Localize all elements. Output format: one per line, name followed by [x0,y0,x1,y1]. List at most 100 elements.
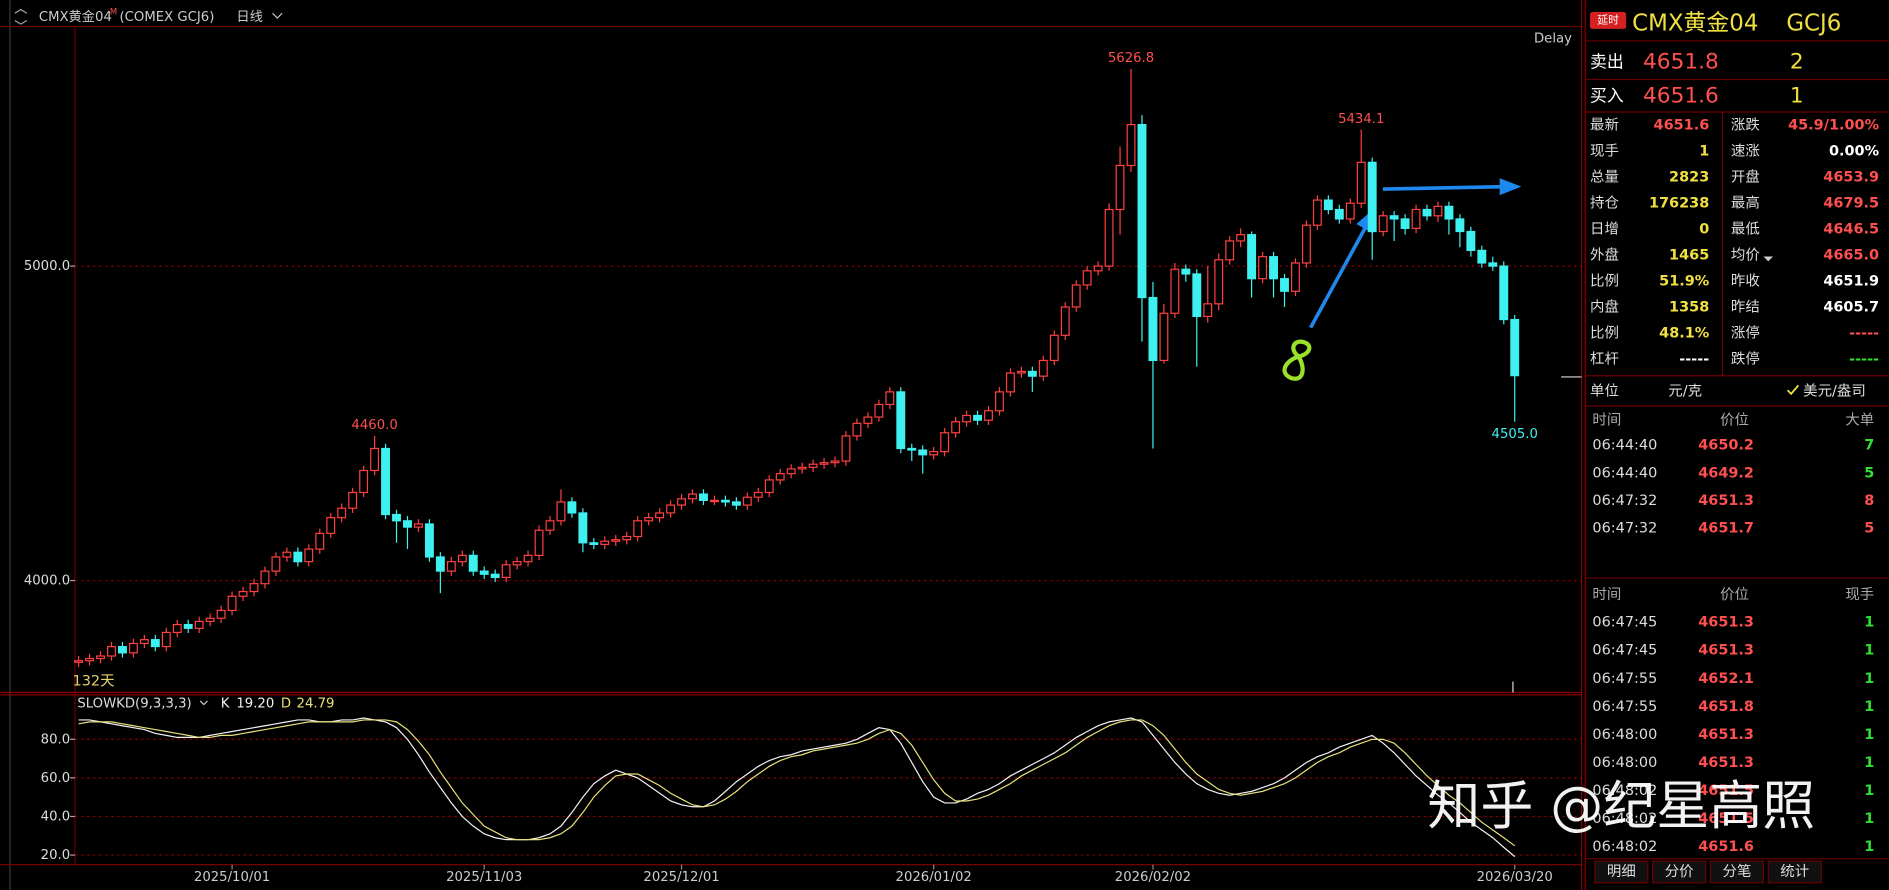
legend-name: K [221,696,230,711]
row-time: 06:48:02 [1592,839,1657,855]
candle-body [907,447,917,451]
x-tick-label: 2026/01/02 [896,870,972,885]
candle-body [1356,161,1366,204]
row-count: 1 [1864,699,1874,715]
stat-value: 4653.9 [1823,169,1879,185]
tab[interactable] [1652,860,1707,884]
arrow-head [1499,178,1522,196]
candle-body [457,554,467,563]
candle-body [863,416,873,424]
candle-body [216,609,226,619]
tab[interactable] [1594,860,1649,884]
indicator-title: SLOWKD(9,3,3,3) [77,696,191,711]
candle-body [742,496,752,506]
candle-body [1422,208,1432,217]
candle-body [446,561,456,572]
order-side: 卖出 [1590,52,1624,72]
candle-body [107,645,116,657]
stat-label: 最新 [1590,116,1619,133]
candle-body [370,447,380,472]
row-time: 06:47:32 [1592,521,1657,537]
candle-body [1323,199,1333,211]
period[interactable]: 日线 [236,9,262,25]
tab-label[interactable]: 明细 [1607,863,1636,880]
candle-body [731,501,741,506]
row-price: 4651.6 [1698,839,1754,855]
x-tick-label: 2026/03/20 [1477,870,1553,885]
candle-body [150,639,160,648]
unit-option[interactable]: 美元/盎司 [1803,382,1866,399]
candle-body [753,491,763,498]
stat-value: 4665.0 [1823,247,1879,263]
table-header: 价位 [1720,586,1749,603]
unit-option[interactable]: 元/克 [1668,382,1702,399]
stat-value: 2823 [1669,169,1709,185]
candle-body [194,620,204,629]
candle-body [896,391,906,450]
tab-label[interactable]: 分价 [1665,863,1694,880]
tab-label[interactable]: 统计 [1780,863,1809,880]
candle-body [786,468,796,475]
stat-label: 内盘 [1590,297,1619,315]
legend-value: 24.79 [297,696,335,711]
candle-body [1137,123,1147,299]
tab[interactable] [1767,860,1822,884]
candle-body [1444,205,1454,220]
candle-body [1093,265,1103,272]
stat-value: 1358 [1669,299,1709,315]
row-count: 1 [1864,755,1874,771]
symbol: CMX黄金04 [39,9,112,25]
candle-body [1488,262,1498,267]
row-count: 1 [1864,839,1874,855]
stat-value: ----- [1679,351,1709,367]
candle-body [1005,372,1015,393]
candle-body [1225,240,1235,261]
indicator-line [78,719,1516,847]
toolbar-icon[interactable] [14,8,28,25]
period-dropdown[interactable] [272,12,283,19]
candle-body [995,391,1004,412]
candle-body [205,617,215,623]
arrow-shaft [1309,225,1368,329]
candle-body [403,520,412,528]
handwritten-mark [1282,339,1312,381]
candle-body [1060,306,1070,336]
y-tick-label: 5000.0 [24,259,70,274]
candle-body [1411,208,1421,229]
stat-label: 开盘 [1731,167,1760,185]
tab-label[interactable]: 分笔 [1723,863,1752,880]
candle-body [808,463,818,468]
row-time: 06:47:45 [1592,615,1657,631]
candle-body [709,499,719,503]
candle-body [951,421,961,434]
row-count: 1 [1864,671,1874,687]
candle-body [260,570,270,585]
row-price: 4649.2 [1698,465,1754,481]
candle-body [128,642,138,654]
candle-body [666,504,676,514]
row-count: 1 [1864,783,1874,799]
candle-body [534,529,544,556]
candle-body [1477,249,1487,264]
extreme-label: 5626.8 [1108,51,1154,66]
candle-body [644,517,654,522]
candle-body [468,554,478,572]
arrow-shaft [1382,184,1504,191]
candle-body [348,491,358,509]
candle-body [1466,230,1476,251]
y-tick-label: 80.0 [41,732,70,747]
candle-body [490,573,500,579]
candle-body [929,451,939,456]
candle-body [326,517,336,534]
candle-body [227,595,237,612]
row-time: 06:48:00 [1592,755,1657,771]
stat-label: 跌停 [1731,350,1760,367]
row-time: 06:47:55 [1592,699,1657,715]
y-tick-label: 20.0 [41,848,70,863]
indicator-dropdown[interactable] [199,700,208,706]
candle-body [819,462,829,465]
extreme-label: 4505.0 [1492,427,1538,442]
stat-value: ----- [1849,351,1879,367]
tab[interactable] [1709,860,1765,884]
